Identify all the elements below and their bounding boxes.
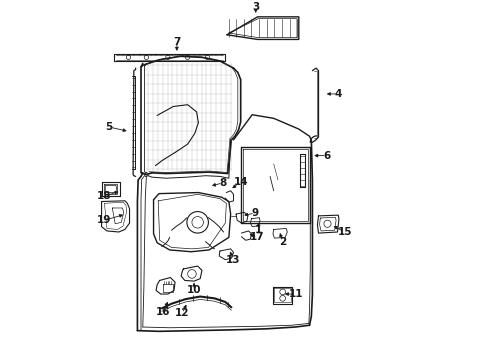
- Text: 12: 12: [175, 309, 190, 318]
- Text: 11: 11: [289, 289, 303, 299]
- Text: 6: 6: [323, 150, 330, 161]
- Text: 2: 2: [279, 237, 286, 247]
- Text: 4: 4: [335, 89, 342, 99]
- Text: 7: 7: [173, 37, 180, 47]
- Text: 1: 1: [255, 225, 262, 235]
- Text: 13: 13: [226, 255, 241, 265]
- Text: 8: 8: [219, 178, 226, 188]
- Text: 18: 18: [97, 191, 112, 201]
- Text: 14: 14: [233, 177, 248, 187]
- Text: 19: 19: [97, 215, 112, 225]
- Text: 3: 3: [252, 2, 259, 12]
- Text: 17: 17: [250, 233, 265, 242]
- Text: 10: 10: [187, 285, 201, 296]
- Text: 5: 5: [105, 122, 112, 132]
- Text: 15: 15: [338, 227, 352, 237]
- Text: 16: 16: [156, 307, 171, 317]
- Text: 9: 9: [251, 208, 259, 218]
